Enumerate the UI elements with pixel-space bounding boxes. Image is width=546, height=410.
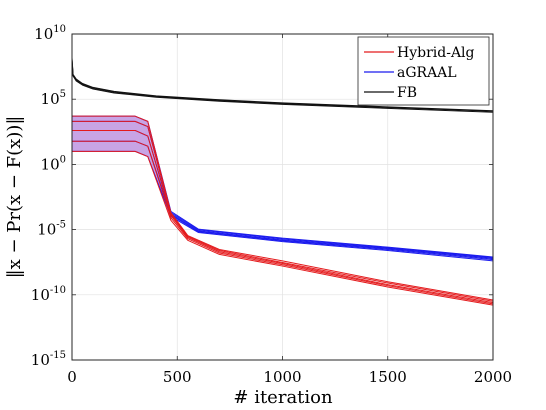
series-line-hybrid-alg: [72, 140, 494, 305]
x-axis-title: # iteration: [233, 387, 333, 408]
legend: Hybrid-Alg aGRAAL FB: [357, 36, 490, 106]
y-tick-label: 100: [41, 154, 66, 173]
x-tick-label: 500: [163, 368, 192, 386]
y-tick-label: 10-5: [37, 220, 66, 239]
legend-label: aGRAAL: [397, 65, 457, 81]
series-line-hybrid-alg: [72, 115, 494, 301]
shaded-band: [72, 116, 171, 221]
y-axis-title: ‖x − Pr(x − F(x))‖: [4, 116, 25, 279]
x-tick-labels: 0 500 1000 1500 2000: [67, 368, 512, 386]
series-line-fb: [71, 60, 494, 113]
x-tick-label: 0: [67, 368, 77, 386]
y-tick-label: 105: [41, 89, 66, 108]
x-tick-label: 1000: [263, 368, 301, 386]
initial-phase-band: [72, 116, 171, 221]
legend-label: Hybrid-Alg: [397, 45, 475, 61]
axis-ticks: [71, 33, 494, 361]
series-line-hybrid-alg: [72, 150, 494, 306]
series-line-hybrid-alg: [72, 129, 494, 304]
x-tick-label: 2000: [474, 368, 512, 386]
x-tick-label: 1500: [369, 368, 407, 386]
y-tick-label: 1010: [34, 24, 66, 43]
y-tick-label: 10-15: [31, 350, 66, 369]
series-line-fb: [71, 57, 494, 112]
series-lines: [71, 57, 494, 306]
legend-label: FB: [397, 85, 417, 101]
y-tick-labels: 10-15 10-10 10-5 100 105 1010: [31, 24, 66, 369]
legend-box: [357, 36, 490, 106]
y-tick-label: 10-10: [31, 285, 66, 304]
series-line-hybrid-alg: [72, 120, 494, 302]
